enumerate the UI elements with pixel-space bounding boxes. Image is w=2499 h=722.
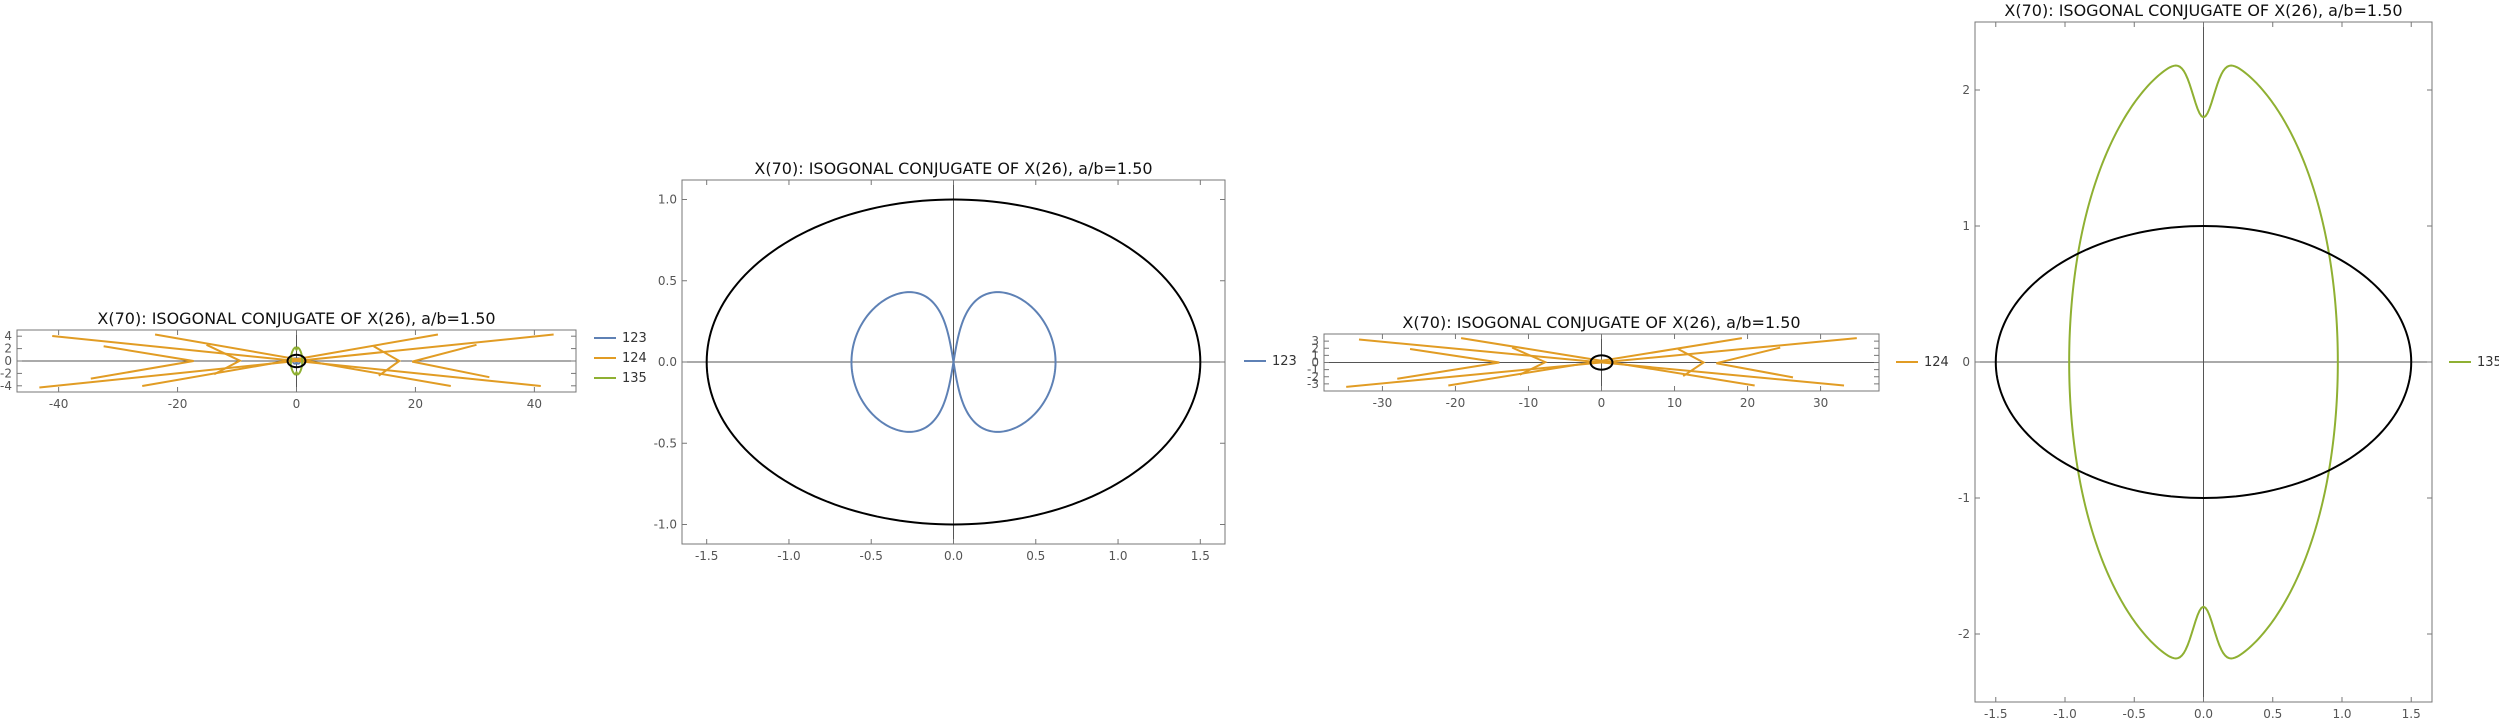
x-tick-label: -1.0 [777, 549, 800, 563]
plot-data-layer [1994, 64, 2413, 660]
y-tick-label: -1.0 [654, 518, 677, 532]
series-124-branch [373, 345, 402, 377]
series-124-branch [1397, 347, 1500, 380]
x-tick-label: -20 [1446, 396, 1466, 410]
series-124-branch [52, 334, 541, 388]
x-tick-label: 20 [1740, 396, 1755, 410]
plot-data-layer [705, 198, 1202, 526]
y-tick-label: 0.0 [658, 355, 677, 369]
legend-label-123: 123 [1272, 354, 1297, 369]
x-tick-label: 20 [408, 397, 423, 411]
y-tick-label: 1 [1311, 348, 1319, 362]
x-tick-label: 30 [1813, 396, 1828, 410]
chart-title: X(70): ISOGONAL CONJUGATE OF X(26), a/b=… [2004, 1, 2402, 20]
y-tick-label: -1 [1307, 363, 1319, 377]
chart-panel-1: X(70): ISOGONAL CONJUGATE OF X(26), a/b=… [0, 309, 647, 411]
reference-ellipse [1589, 354, 1614, 371]
y-tick-label: 0 [1311, 356, 1319, 370]
y-tick-label: 1.0 [658, 193, 677, 207]
x-tick-label: -30 [1373, 396, 1393, 410]
y-tick-label: 0 [4, 354, 12, 368]
x-tick-label: 0.0 [2194, 707, 2213, 721]
y-tick-label: -2 [1307, 370, 1319, 384]
y-tick-label: 0 [1962, 355, 1970, 369]
x-tick-label: 10 [1667, 396, 1682, 410]
x-tick-label: -1.5 [1984, 707, 2007, 721]
y-tick-label: -4 [0, 379, 12, 393]
legend-label-123: 123 [622, 331, 647, 346]
y-tick-label: 3 [1311, 334, 1319, 348]
chart-panel-3: X(70): ISOGONAL CONJUGATE OF X(26), a/b=… [1307, 313, 1949, 410]
x-tick-label: 1.5 [1191, 549, 1210, 563]
chart-title: X(70): ISOGONAL CONJUGATE OF X(26), a/b=… [754, 159, 1152, 178]
x-tick-label: -1.0 [2053, 707, 2076, 721]
x-tick-label: 0.5 [2263, 707, 2282, 721]
y-tick-label: 2 [1311, 341, 1319, 355]
reference-ellipse [1994, 224, 2413, 500]
chart-panel-2: X(70): ISOGONAL CONJUGATE OF X(26), a/b=… [654, 159, 1297, 563]
series-124-branch [1448, 337, 1743, 387]
x-tick-label: 0 [1598, 396, 1606, 410]
reference-ellipse [705, 198, 1202, 526]
y-tick-label: 2 [4, 342, 12, 356]
x-tick-label: 0.5 [1026, 549, 1045, 563]
series-124-branch [1511, 346, 1548, 376]
x-tick-label: -0.5 [2123, 707, 2146, 721]
x-tick-label: -10 [1519, 396, 1539, 410]
chart-title: X(70): ISOGONAL CONJUGATE OF X(26), a/b=… [1402, 313, 1800, 332]
reference-ellipse [286, 353, 307, 369]
series-124-branch [411, 343, 490, 379]
x-tick-label: 1.0 [2332, 707, 2351, 721]
y-tick-label: 4 [4, 329, 12, 343]
y-tick-label: 2 [1962, 83, 1970, 97]
y-tick-label: -3 [1307, 377, 1319, 391]
x-tick-label: 0.0 [944, 549, 963, 563]
y-tick-label: -2 [0, 366, 12, 380]
legend-label-135: 135 [2477, 355, 2499, 370]
y-tick-label: 1 [1962, 219, 1970, 233]
legend-label-124: 124 [622, 351, 647, 366]
series-124-branch [1716, 346, 1794, 379]
x-tick-label: 1.5 [2402, 707, 2421, 721]
x-tick-label: -20 [168, 397, 188, 411]
y-tick-label: -0.5 [654, 436, 677, 450]
series-124-branch [206, 343, 243, 376]
y-tick-label: -2 [1958, 627, 1970, 641]
legend-label-135: 135 [622, 371, 647, 386]
series-124-branch [1460, 337, 1755, 387]
series-124-branch [90, 345, 194, 380]
chart-title: X(70): ISOGONAL CONJUGATE OF X(26), a/b=… [97, 309, 495, 328]
legend-label-124: 124 [1924, 355, 1949, 370]
x-tick-label: -1.5 [695, 549, 718, 563]
x-tick-label: 0 [293, 397, 301, 411]
y-tick-label: -1 [1958, 491, 1970, 505]
series-135-curve [2068, 64, 2339, 660]
x-tick-label: -0.5 [860, 549, 883, 563]
plot-data-layer [1346, 337, 1857, 388]
series-124-branch [1677, 348, 1706, 377]
series-123-curve [850, 291, 1057, 433]
x-tick-label: 40 [527, 397, 542, 411]
series-124-branch [1358, 338, 1845, 387]
x-tick-label: -40 [49, 397, 69, 411]
y-tick-label: 0.5 [658, 274, 677, 288]
series-135-curve [289, 346, 304, 376]
chart-panel-4: X(70): ISOGONAL CONJUGATE OF X(26), a/b=… [1958, 1, 2499, 721]
x-tick-label: 1.0 [1108, 549, 1127, 563]
plot-data-layer [39, 333, 554, 389]
